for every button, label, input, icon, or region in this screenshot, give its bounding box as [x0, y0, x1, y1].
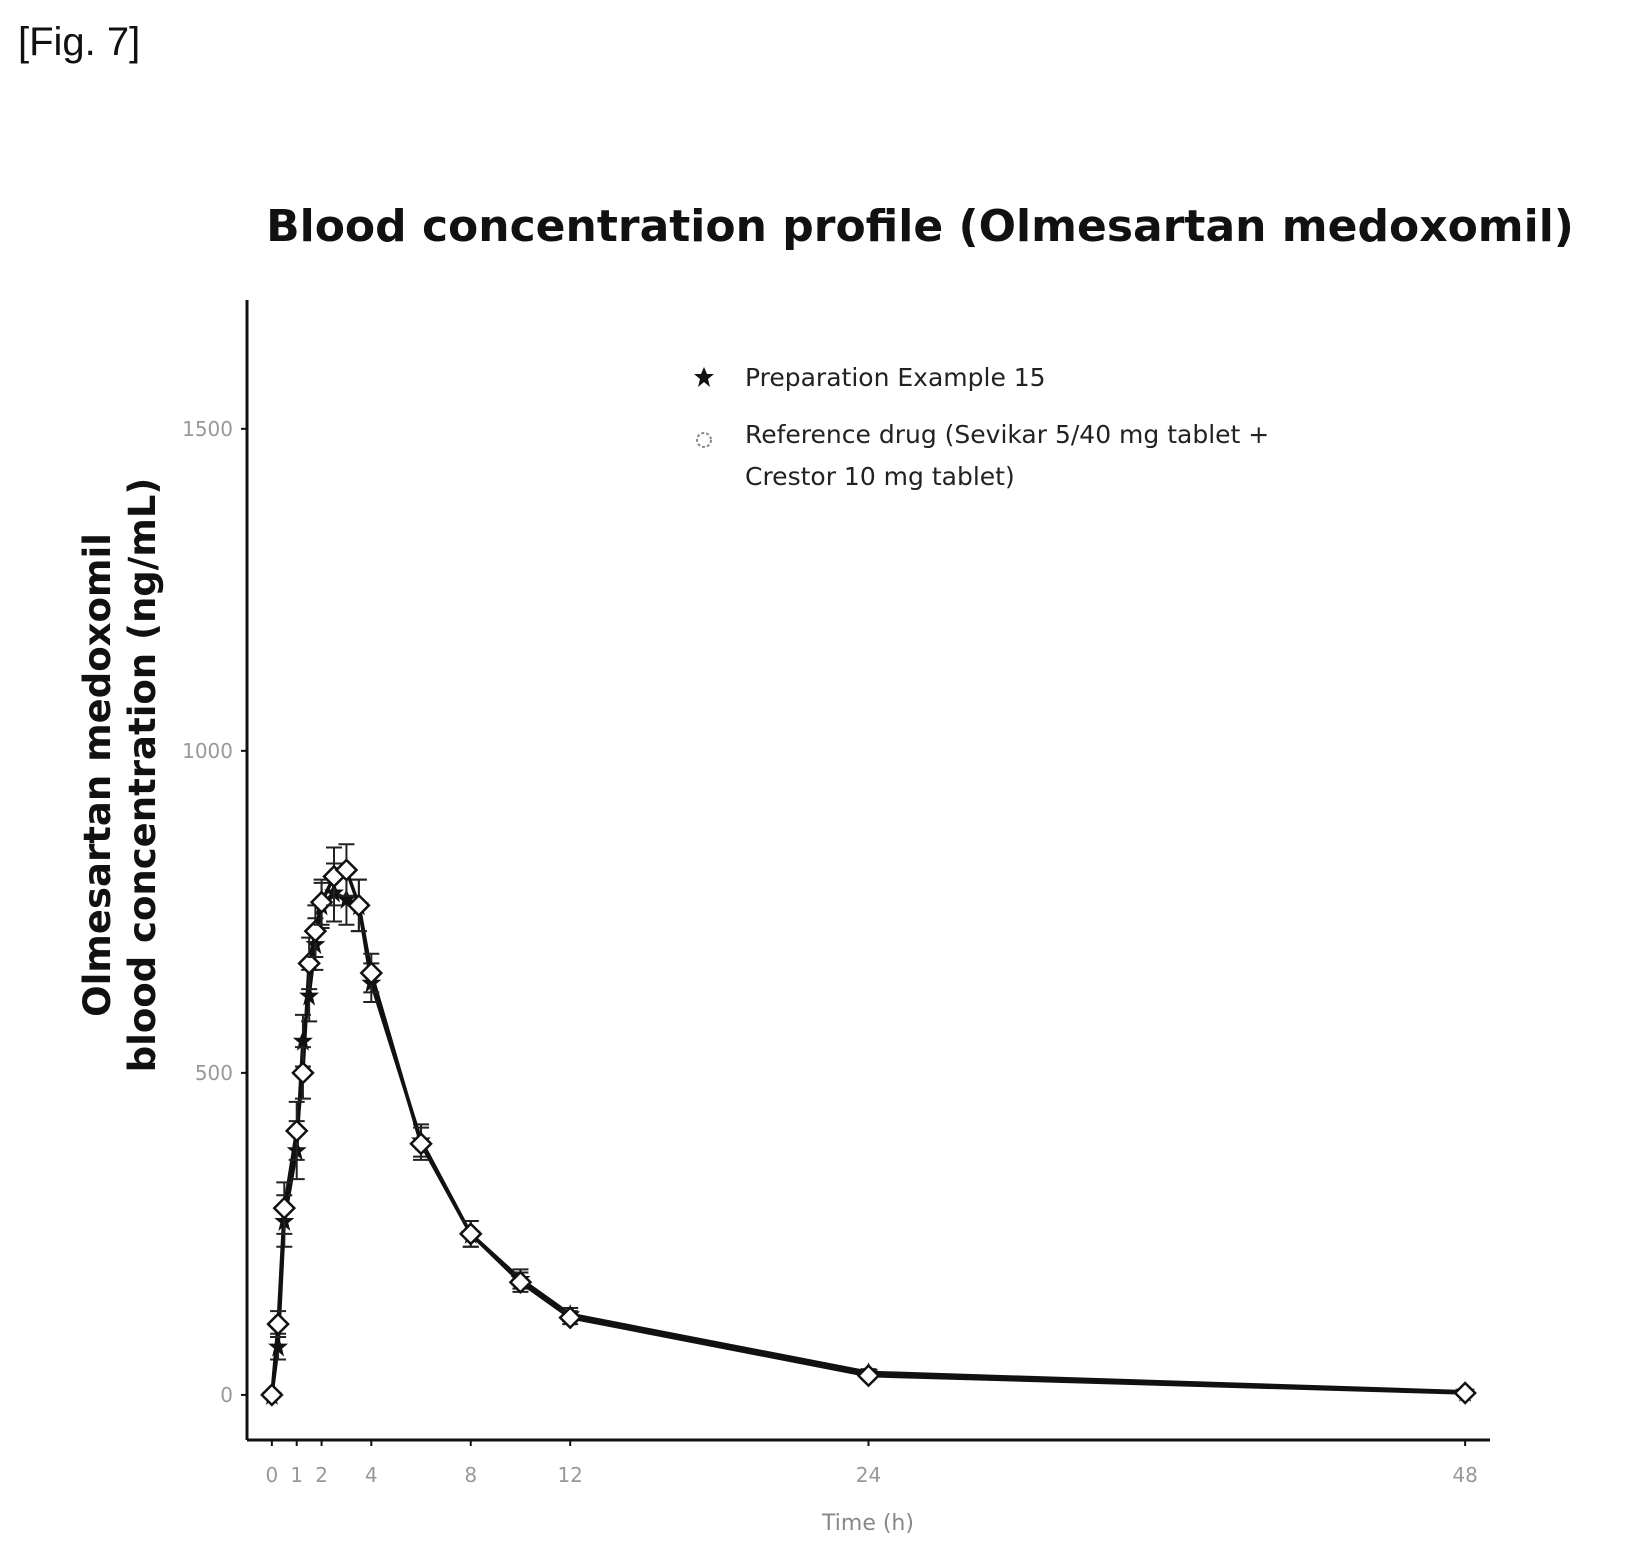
- y-tick-label: 0: [220, 1383, 233, 1407]
- legend-star-marker: [694, 367, 714, 387]
- legend-open-marker: [696, 432, 712, 448]
- y-tick-label: 1500: [182, 417, 233, 441]
- data-point-star: [336, 889, 357, 909]
- series-line: [270, 890, 1466, 1396]
- data-point-diamond: [409, 1131, 433, 1156]
- data-point-diamond: [856, 1363, 881, 1388]
- data-point-diamond: [334, 858, 359, 882]
- x-tick-label: 4: [365, 1463, 378, 1487]
- data-point-diamond: [260, 1383, 284, 1407]
- data-point-star: [299, 985, 320, 1006]
- x-tick-label: 2: [315, 1463, 328, 1487]
- data-point-diamond: [291, 1061, 315, 1085]
- legend-item-reference-drug: Reference drug (Sevikar 5/40 mg tablet +…: [696, 420, 1269, 491]
- legend-label-reference-line-2: Crestor 10 mg tablet): [745, 462, 1015, 491]
- y-tick-label: 1000: [182, 739, 233, 763]
- data-point-diamond: [309, 890, 334, 914]
- data-point-star: [268, 1336, 289, 1357]
- y-ticks: 0 500 1000 1500: [182, 417, 247, 1407]
- y-axis-label-line-2: blood concentration (ng/mL): [121, 478, 164, 1073]
- data-point-diamond: [347, 893, 371, 918]
- legend: Preparation Example 15 Reference drug (S…: [694, 363, 1269, 491]
- x-tick-label: 0: [265, 1463, 278, 1487]
- x-ticks: 0 1 2 4 8 12 24 48: [265, 1440, 1478, 1487]
- y-axis-label: Olmesartan medoxomil blood concentration…: [76, 478, 164, 1073]
- x-tick-label: 12: [557, 1463, 582, 1487]
- y-tick-label: 500: [195, 1061, 233, 1085]
- x-axis-label: Time (h): [821, 1511, 914, 1536]
- data-point-diamond: [458, 1222, 483, 1246]
- series-line: [270, 867, 1466, 1396]
- x-tick-label: 48: [1452, 1463, 1477, 1487]
- data-point-diamond: [558, 1305, 582, 1330]
- y-axis-label-line-1: Olmesartan medoxomil: [76, 533, 119, 1017]
- series-preparation-example: [261, 862, 1476, 1405]
- data-point-diamond: [297, 951, 321, 976]
- x-tick-label: 1: [290, 1463, 303, 1487]
- data-point-diamond: [303, 919, 328, 943]
- data-point-diamond: [266, 1312, 290, 1336]
- legend-label-reference-line-1: Reference drug (Sevikar 5/40 mg tablet +: [745, 420, 1269, 449]
- chart-title: Blood concentration profile (Olmesartan …: [266, 201, 1574, 252]
- data-point-diamond: [1453, 1381, 1477, 1405]
- data-point-star: [292, 1030, 313, 1051]
- legend-item-preparation-example: Preparation Example 15: [694, 363, 1046, 392]
- data-point-diamond: [272, 1196, 297, 1220]
- series-reference-drug: [260, 843, 1477, 1407]
- legend-label-preparation-example: Preparation Example 15: [745, 363, 1046, 392]
- figure-label: [Fig. 7]: [18, 20, 141, 64]
- data-point-diamond: [284, 1119, 309, 1143]
- x-tick-label: 8: [464, 1463, 477, 1487]
- data-point-diamond: [359, 961, 384, 985]
- series-layer: [260, 843, 1477, 1407]
- data-point-diamond: [508, 1270, 533, 1294]
- x-tick-label: 24: [856, 1463, 881, 1487]
